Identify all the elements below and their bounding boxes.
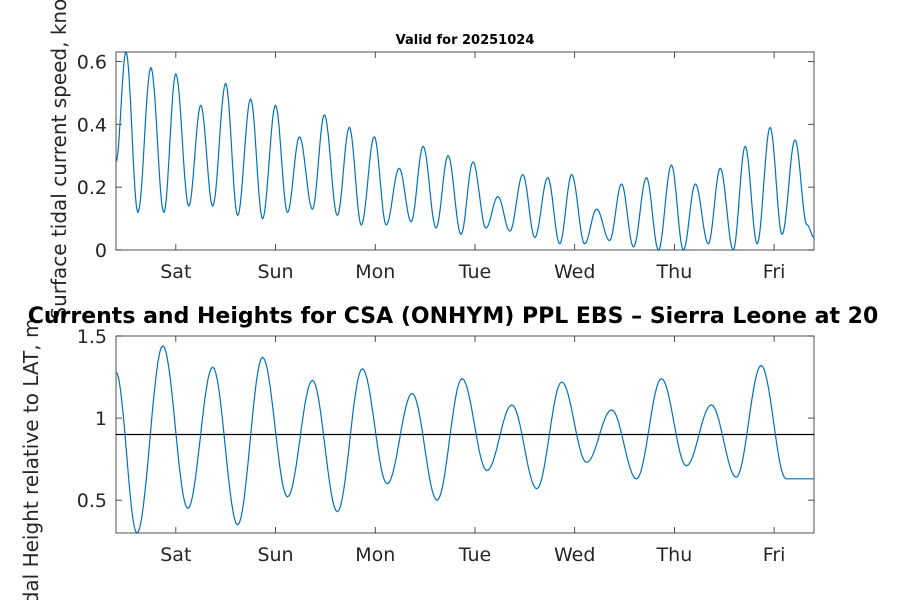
height-y-tick-label: 1: [95, 408, 107, 430]
height-x-tick-label: Fri: [763, 544, 786, 566]
height-x-tick-label: Sun: [257, 544, 293, 566]
height-y-tick-label: 0.5: [77, 490, 107, 512]
tidal-height-series-line: [115, 345, 814, 534]
height-chart-title: Currents and Heights for CSA (ONHYM) PPL…: [28, 304, 879, 329]
height-x-tick-label: Thu: [656, 544, 693, 566]
current-y-tick-label: 0.6: [77, 51, 107, 73]
current-y-tick-label: 0: [95, 240, 107, 262]
current-x-tick-label: Tue: [458, 261, 491, 283]
height-x-tick-label: Tue: [458, 544, 491, 566]
current-x-tick-label: Sat: [160, 261, 191, 283]
current-x-tick-label: Mon: [355, 261, 395, 283]
current-x-tick-label: Wed: [554, 261, 595, 283]
height-y-tick-label: 1.5: [77, 326, 107, 348]
current-x-tick-label: Fri: [763, 261, 786, 283]
current-chart-title: Valid for 20251024: [396, 33, 535, 48]
current-y-tick-label: 0.4: [77, 114, 107, 136]
height-chart-y-axis: 0.5 1 1.5: [77, 326, 814, 512]
height-chart-x-axis: Sat Sun Mon Tue Wed Thu Fri: [160, 336, 785, 566]
current-speed-chart: Valid for 20251024 0 0.2 0.4 0.6 Sat Sun Mon T…: [47, 0, 815, 320]
height-chart-y-axis-label: Tidal Height relative to LAT, m: [19, 319, 43, 600]
height-x-tick-label: Mon: [355, 544, 395, 566]
current-x-tick-label: Thu: [656, 261, 693, 283]
current-y-tick-label: 0.2: [77, 177, 107, 199]
current-chart-x-axis: Sat Sun Mon Tue Wed Thu Fri: [160, 52, 785, 283]
height-x-tick-label: Wed: [554, 544, 595, 566]
tidal-height-chart: 0.5 1 1.5 Sat Sun Mon Tue Wed Thu Fri Tidal Heig…: [19, 304, 878, 600]
current-chart-y-axis: 0 0.2 0.4 0.6: [77, 51, 814, 262]
current-x-tick-label: Sun: [257, 261, 293, 283]
height-x-tick-label: Sat: [160, 544, 191, 566]
current-chart-y-axis-label: Surface tidal current speed, knots: [47, 0, 71, 320]
current-speed-series-line: [115, 50, 815, 251]
